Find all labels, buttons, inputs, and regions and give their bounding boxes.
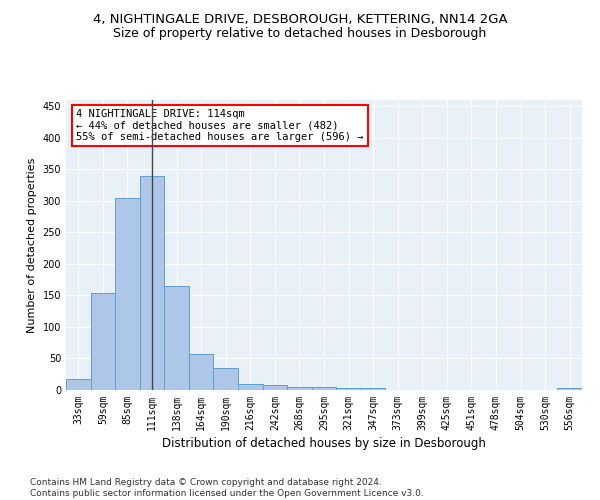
Bar bbox=[214, 368, 238, 390]
Bar bbox=[263, 385, 287, 390]
Bar bbox=[336, 388, 361, 390]
Bar bbox=[361, 388, 385, 390]
Bar bbox=[238, 384, 263, 390]
Bar bbox=[164, 286, 189, 390]
Bar bbox=[140, 176, 164, 390]
Bar bbox=[91, 293, 115, 390]
Bar bbox=[115, 198, 140, 390]
Bar bbox=[312, 388, 336, 390]
Y-axis label: Number of detached properties: Number of detached properties bbox=[27, 158, 37, 332]
Text: Contains HM Land Registry data © Crown copyright and database right 2024.
Contai: Contains HM Land Registry data © Crown c… bbox=[30, 478, 424, 498]
Bar bbox=[66, 380, 91, 390]
Text: Size of property relative to detached houses in Desborough: Size of property relative to detached ho… bbox=[113, 28, 487, 40]
Text: 4, NIGHTINGALE DRIVE, DESBOROUGH, KETTERING, NN14 2GA: 4, NIGHTINGALE DRIVE, DESBOROUGH, KETTER… bbox=[92, 12, 508, 26]
Bar bbox=[287, 387, 312, 390]
X-axis label: Distribution of detached houses by size in Desborough: Distribution of detached houses by size … bbox=[162, 437, 486, 450]
Bar bbox=[189, 354, 214, 390]
Text: 4 NIGHTINGALE DRIVE: 114sqm
← 44% of detached houses are smaller (482)
55% of se: 4 NIGHTINGALE DRIVE: 114sqm ← 44% of det… bbox=[76, 108, 364, 142]
Bar bbox=[557, 388, 582, 390]
